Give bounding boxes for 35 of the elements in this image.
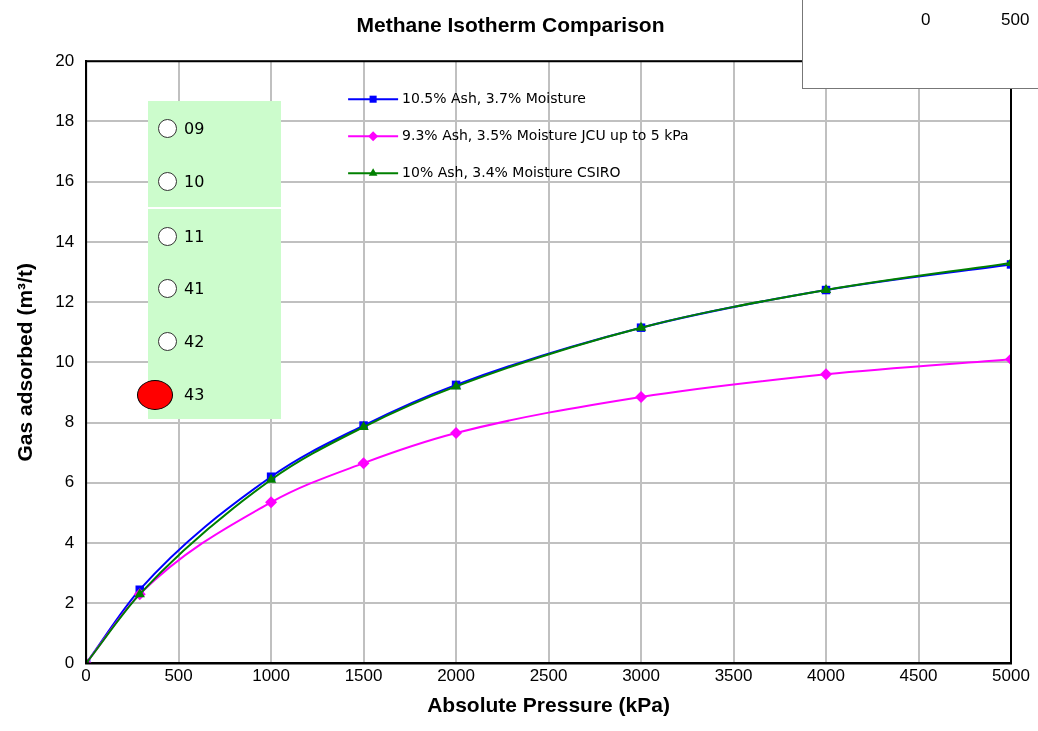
y-tick-label: 8 <box>64 412 75 432</box>
inset-box: 0 500 <box>802 0 1038 89</box>
y-tick-label: 12 <box>55 291 75 311</box>
y-tick-label: 2 <box>64 592 75 612</box>
chart-title: Methane Isotherm Comparison <box>356 13 665 37</box>
y-axis-title: Gas adsorbed (m³/t) <box>13 263 37 462</box>
annotation: 43 <box>184 385 205 404</box>
x-tick-label: 5000 <box>992 666 1030 686</box>
annotation: 10 <box>184 172 205 191</box>
y-tick-label: 18 <box>55 111 75 131</box>
legend-label: 9.3% Ash, 3.5% Moisture JCU up to 5 kPa <box>402 126 689 143</box>
y-tick-label: 4 <box>64 532 75 552</box>
y-tick-label: 14 <box>55 231 75 251</box>
annotation: 09 <box>184 119 205 138</box>
x-tick-label: 4500 <box>899 666 938 686</box>
y-tick-label: 16 <box>55 171 75 191</box>
legend-label: 10% Ash, 3.4% Moisture CSIRO <box>402 163 621 180</box>
x-tick-label: 1500 <box>344 666 383 686</box>
y-tick-label: 0 <box>64 653 75 673</box>
x-tick-label: 3500 <box>714 666 753 686</box>
x-tick-label: 500 <box>164 666 193 686</box>
annotation: 42 <box>184 332 205 351</box>
annotation: 41 <box>184 279 205 298</box>
y-tick-label: 20 <box>55 50 75 70</box>
annotation: 11 <box>184 227 205 246</box>
x-tick-label: 4000 <box>807 666 845 686</box>
y-tick-label: 6 <box>64 472 75 492</box>
x-tick-label: 3000 <box>622 666 660 686</box>
x-tick-label: 0 <box>81 666 91 686</box>
legend-label: 10.5% Ash, 3.7% Moisture <box>402 89 586 106</box>
x-tick-label: 1000 <box>252 666 290 686</box>
x-tick-label: 2500 <box>529 666 568 686</box>
x-tick-label: 2000 <box>437 666 475 686</box>
y-tick-label: 10 <box>55 351 75 371</box>
x-axis-title: Absolute Pressure (kPa) <box>427 693 670 717</box>
